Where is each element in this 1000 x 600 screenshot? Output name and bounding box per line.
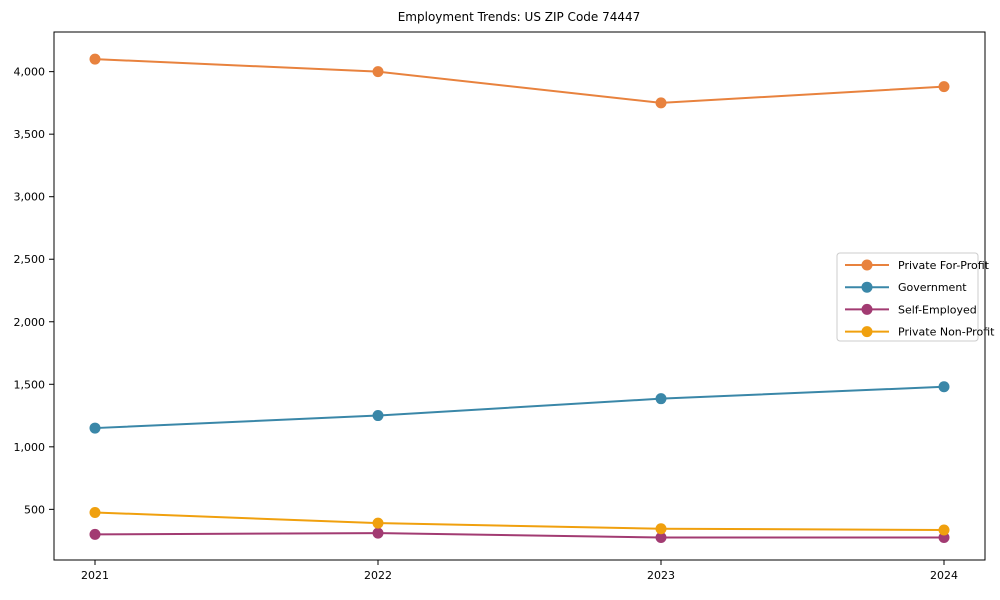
legend-marker-private-for-profit — [861, 259, 873, 271]
data-point-private-for-profit-2023 — [655, 97, 667, 109]
data-point-self-employed-2022 — [372, 527, 384, 539]
plot-area: 500 1,000 1,500 2,000 2,500 3,000 3,500 4,000 20… — [14, 31, 995, 582]
legend-label-private-for-profit: Private For-Profit — [898, 259, 990, 272]
data-point-private-for-profit-2022 — [372, 66, 384, 78]
data-point-private-non-profit-2022 — [372, 517, 384, 529]
x-tick-label: 2024 — [930, 569, 958, 582]
data-point-self-employed-2023 — [655, 531, 667, 543]
plot-border — [53, 31, 986, 561]
data-point-private-for-profit-2024 — [938, 81, 950, 93]
y-tick-label: 3,500 — [14, 128, 46, 141]
data-point-private-non-profit-2024 — [938, 524, 950, 536]
x-tick-label: 2022 — [364, 569, 392, 582]
y-tick-label: 3,000 — [14, 191, 46, 204]
data-point-private-non-profit-2021 — [89, 506, 101, 518]
data-point-government-2023 — [655, 393, 667, 405]
chart-title: Employment Trends: US ZIP Code 74447 — [398, 10, 641, 24]
y-tick-label: 500 — [24, 503, 45, 516]
y-tick-label: 2,500 — [14, 253, 46, 266]
legend-marker-government — [861, 281, 873, 293]
legend-marker-private-non-profit — [861, 326, 873, 338]
x-tick-label: 2021 — [81, 569, 109, 582]
data-point-private-for-profit-2021 — [89, 53, 101, 65]
legend-label-private-non-profit: Private Non-Profit — [898, 326, 995, 339]
data-point-self-employed-2021 — [89, 528, 101, 540]
series-line-self-employed — [94, 532, 944, 539]
data-point-government-2022 — [372, 410, 384, 422]
data-point-government-2021 — [89, 422, 101, 434]
y-tick-label: 2,000 — [14, 316, 46, 329]
series-line-private-non-profit — [94, 511, 945, 531]
data-point-government-2024 — [938, 381, 950, 393]
legend-box — [836, 252, 979, 342]
legend-label-government: Government — [898, 281, 967, 294]
legend-marker-self-employed — [861, 303, 873, 315]
legend-label-self-employed: Self-Employed — [898, 303, 977, 316]
series-line-private-for-profit — [94, 58, 945, 104]
data-point-private-non-profit-2023 — [655, 523, 667, 535]
series-line-government — [94, 385, 945, 430]
x-tick-label: 2023 — [647, 569, 675, 582]
y-tick-label: 1,000 — [14, 441, 46, 454]
y-tick-label: 4,000 — [14, 66, 46, 79]
y-tick-label: 1,500 — [14, 378, 46, 391]
